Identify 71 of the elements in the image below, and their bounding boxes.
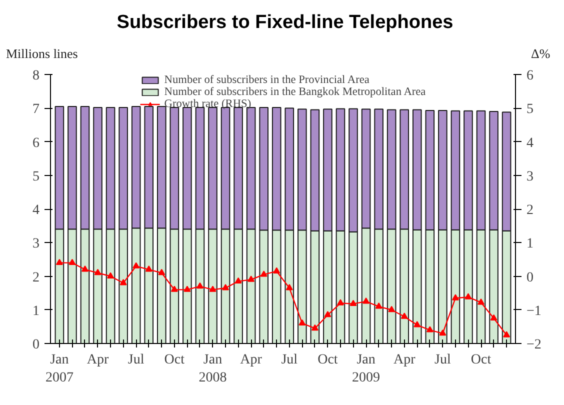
point: [120, 279, 127, 286]
point: [388, 306, 396, 312]
y2-axis-title: Δ%: [531, 45, 550, 63]
x-tick-label: Apr: [240, 352, 262, 368]
y-tick-label: 5: [32, 169, 40, 184]
x-tick-label: Oct: [318, 352, 338, 368]
point: [362, 298, 370, 304]
y2-tick-label: 6: [526, 68, 534, 84]
point: [170, 286, 178, 292]
y-tick-label: 3: [32, 236, 40, 252]
point: [68, 258, 76, 266]
point: [324, 310, 332, 318]
y-axis-title: Millions lines: [6, 45, 78, 63]
x-tick-label: Oct: [164, 352, 185, 368]
point: [196, 282, 204, 289]
x-tick-label: Apr: [86, 352, 109, 368]
point: [158, 268, 166, 276]
point: [248, 276, 255, 282]
legend-label: Number of subscribers in the Provincial Area: [164, 74, 370, 86]
point: [426, 326, 434, 332]
y-tick-label: 7: [32, 102, 40, 118]
point: [184, 286, 191, 292]
x-tick-label: Oct: [470, 352, 492, 368]
point: [222, 284, 230, 290]
point: [145, 266, 152, 272]
y2-tick-label: −2: [526, 338, 542, 352]
x-tick-label: Jul: [281, 352, 298, 368]
point: [400, 312, 408, 319]
point: [286, 284, 293, 290]
chart-title: Subscribers to Fixed-line Telephones: [116, 11, 454, 35]
y2-tick-label: −1: [526, 304, 542, 319]
point: [375, 302, 382, 309]
point: [209, 286, 216, 292]
point: [414, 321, 421, 328]
x-tick-label: Jan 2009: [352, 352, 380, 386]
point: [260, 270, 268, 277]
y-tick-label: 1: [32, 304, 40, 319]
y2-tick-label: 5: [526, 102, 534, 118]
x-tick-label: Jul: [434, 352, 451, 368]
y2-tick-label: 4: [526, 136, 534, 151]
point: [132, 262, 140, 268]
legend-label: Number of subscribers in the Bangkok Metropolitan Area: [164, 86, 426, 98]
point: [503, 331, 510, 338]
x-tick-label: Apr: [393, 352, 416, 368]
y2-tick-label: 3: [526, 169, 534, 184]
point: [107, 272, 114, 278]
point: [56, 258, 63, 266]
y2-tick-label: 2: [526, 203, 534, 218]
y-tick-label: 6: [32, 136, 40, 151]
point: [298, 319, 306, 326]
x-tick-label: Jul: [128, 352, 144, 368]
y2-tick-label: 0: [526, 270, 534, 286]
point: [336, 299, 344, 306]
point: [452, 294, 459, 300]
point: [478, 298, 485, 305]
point: [81, 266, 88, 272]
point: [439, 329, 446, 336]
y-tick-label: 0: [32, 338, 40, 352]
x-tick-label: Jan 2007: [45, 352, 74, 386]
point: [94, 268, 102, 276]
x-tick-label: Jan 2008: [198, 352, 227, 386]
point: [273, 267, 280, 274]
y-tick-label: 4: [32, 203, 40, 218]
point: [490, 314, 498, 321]
y-tick-label: 2: [32, 270, 40, 286]
point: [350, 300, 357, 306]
y2-tick-label: 1: [526, 236, 534, 252]
y-tick-label: 8: [32, 68, 40, 84]
point: [464, 293, 472, 300]
point: [311, 324, 318, 331]
point: [234, 277, 242, 284]
